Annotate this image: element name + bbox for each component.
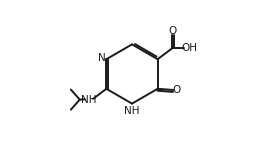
Text: NH: NH [124, 106, 140, 116]
Text: OH: OH [181, 43, 197, 53]
Text: NH: NH [81, 95, 97, 105]
Text: O: O [168, 26, 177, 36]
Text: O: O [173, 85, 181, 95]
Text: N: N [98, 53, 106, 63]
